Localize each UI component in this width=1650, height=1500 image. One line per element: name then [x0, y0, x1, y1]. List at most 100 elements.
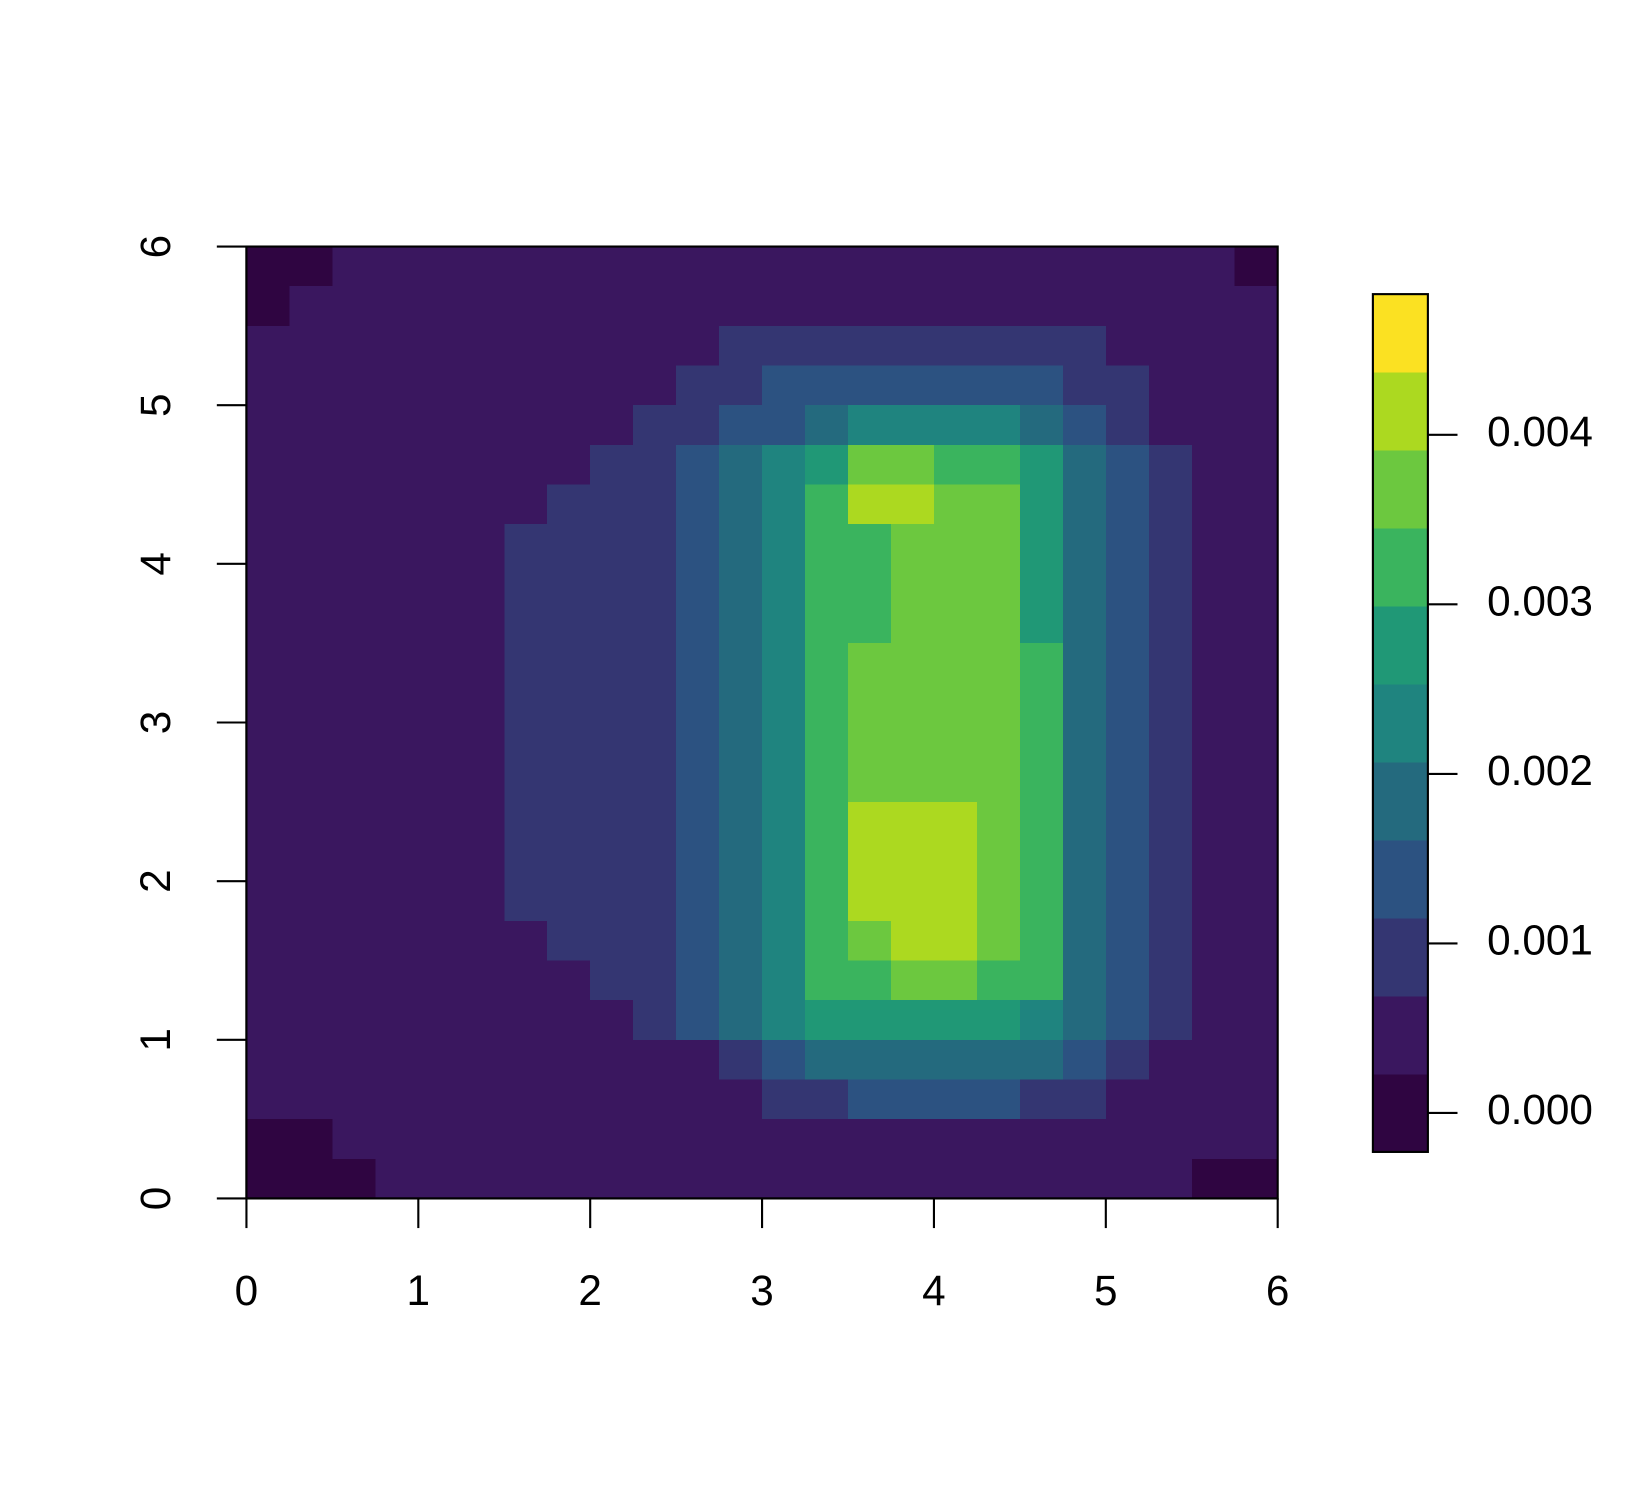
heatmap-cell [633, 1000, 677, 1041]
y-tick-label: 5 [132, 393, 179, 417]
heatmap-cell [289, 722, 334, 763]
heatmap-cell [590, 1039, 634, 1081]
heatmap-cell [933, 920, 978, 962]
heatmap-cell [848, 1119, 892, 1160]
heatmap-cell [633, 563, 677, 605]
heatmap-cell [676, 444, 720, 486]
heatmap-cell [848, 484, 892, 525]
heatmap-cell [1105, 444, 1150, 486]
heatmap-cell [461, 603, 505, 644]
colorbar-frame [1371, 293, 1429, 1153]
heatmap-cell [418, 563, 462, 605]
heatmap-cell [590, 1158, 634, 1200]
heatmap-cell [933, 960, 978, 1001]
heatmap-cell [461, 444, 505, 486]
heatmap-cell [418, 286, 462, 327]
heatmap-cell [547, 841, 591, 882]
heatmap-cell [332, 365, 376, 406]
x-tick-label: 6 [1266, 1267, 1290, 1314]
heatmap-cell [805, 524, 849, 565]
heatmap-cell [590, 246, 634, 287]
heatmap-cell [1019, 603, 1064, 644]
heatmap-cell [719, 524, 763, 565]
heatmap-cell [590, 444, 634, 486]
heatmap-cell [504, 246, 548, 287]
heatmap-cell [762, 682, 806, 724]
heatmap-cell [633, 1158, 677, 1200]
heatmap-cell [719, 325, 763, 367]
heatmap-cell [289, 246, 334, 287]
heatmap-cell [805, 325, 849, 367]
heatmap-cell [1105, 325, 1150, 367]
heatmap-cell [1105, 920, 1150, 962]
heatmap-cell [1148, 603, 1193, 644]
heatmap-cell [1234, 1079, 1279, 1120]
heatmap-cell [1105, 1158, 1150, 1200]
heatmap-cell [1062, 881, 1107, 922]
heatmap-cell [848, 444, 892, 486]
heatmap-cell [676, 801, 720, 843]
heatmap-cell [375, 405, 419, 446]
heatmap-cell [547, 722, 591, 763]
heatmap-cell [762, 1079, 806, 1120]
heatmap-cell [1191, 1039, 1236, 1081]
heatmap-cell [805, 1000, 849, 1041]
y-tick-label: 1 [132, 1028, 179, 1052]
heatmap-cell [375, 722, 419, 763]
heatmap-cell [1148, 246, 1193, 287]
heatmap-cell [289, 603, 334, 644]
heatmap-cell [461, 762, 505, 803]
heatmap-cell [1148, 762, 1193, 803]
heatmap-cell [547, 1119, 591, 1160]
heatmap-cell [1019, 1079, 1064, 1120]
heatmap-cell [461, 1119, 505, 1160]
heatmap-cell [1062, 762, 1107, 803]
heatmap-cell [1019, 801, 1064, 843]
heatmap-cell [461, 405, 505, 446]
heatmap-cell [848, 405, 892, 446]
heatmap-cell [976, 643, 1021, 684]
heatmap-cell [418, 365, 462, 406]
heatmap-cell [805, 286, 849, 327]
heatmap-cell [547, 1079, 591, 1120]
heatmap-cell [1148, 563, 1193, 605]
heatmap-cell [719, 801, 763, 843]
heatmap-cell [976, 1039, 1021, 1081]
heatmap-cell [375, 841, 419, 882]
heatmap-cell [633, 603, 677, 644]
heatmap-cell [848, 722, 892, 763]
heatmap-cell [547, 881, 591, 922]
heatmap-cell [504, 524, 548, 565]
heatmap-cell [633, 365, 677, 406]
heatmap-cell [1148, 801, 1193, 843]
axes: 0 1 2 3 4 5 6 0 1 2 3 4 5 6 [132, 235, 1290, 1314]
heatmap-cell [890, 920, 935, 962]
heatmap-cell [890, 325, 935, 367]
heatmap-cell [1105, 603, 1150, 644]
heatmap-cell [1062, 920, 1107, 962]
heatmap-cell [547, 444, 591, 486]
heatmap-cell [676, 643, 720, 684]
heatmap-cell [890, 960, 935, 1001]
heatmap-cell [246, 325, 291, 367]
heatmap-cell [289, 762, 334, 803]
heatmap-cell [246, 405, 291, 446]
heatmap-cell [890, 365, 935, 406]
heatmap-cell [1234, 365, 1279, 406]
heatmap-cell [1191, 881, 1236, 922]
heatmap-cell [418, 484, 462, 525]
heatmap-cell [676, 1000, 720, 1041]
heatmap-cell [633, 762, 677, 803]
heatmap-cell [633, 1079, 677, 1120]
heatmap-cell [289, 801, 334, 843]
heatmap-cell [633, 286, 677, 327]
heatmap-cell [762, 722, 806, 763]
heatmap-cell [633, 444, 677, 486]
heatmap-cell [547, 524, 591, 565]
heatmap-cell [1019, 960, 1064, 1001]
heatmap-cell [633, 881, 677, 922]
heatmap-cell [848, 1039, 892, 1081]
heatmap-cell [805, 246, 849, 287]
heatmap-cell [890, 1119, 935, 1160]
heatmap-cell [289, 682, 334, 724]
